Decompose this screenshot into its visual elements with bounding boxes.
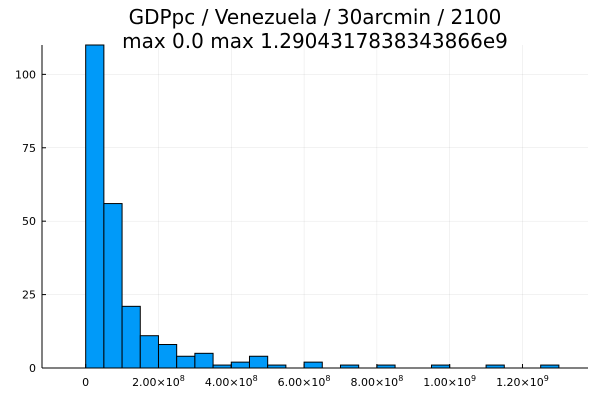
y-axis-ticks: 0 25 50 75 100 [15, 68, 46, 375]
x-tick-exponent: 9 [544, 374, 549, 383]
x-tick-exponent: 8 [180, 374, 185, 383]
y-tick-label: 25 [22, 289, 36, 302]
x-tick-exponent: 8 [325, 374, 330, 383]
x-tick-label: 1.20×109 [496, 374, 549, 389]
histogram-bar [248, 355, 269, 369]
histogram-bar [157, 344, 178, 369]
histogram-bar [103, 203, 123, 369]
axes [41, 45, 588, 369]
histogram-bar [194, 352, 214, 369]
bars [85, 44, 560, 369]
histogram-bar [230, 361, 250, 369]
chart-title-line-1: GDPpc / Venezuela / 30arcmin / 2100 [129, 5, 502, 29]
y-tick-label: 75 [22, 142, 36, 155]
x-tick-label: 4.00×108 [205, 374, 258, 389]
histogram-bar [121, 305, 141, 369]
chart-title-line-2: max 0.0 max 1.2904317838343866e9 [122, 29, 508, 53]
histogram-bar [85, 44, 105, 369]
y-tick-label: 50 [22, 215, 36, 228]
x-tick-exponent: 8 [253, 374, 258, 383]
histogram-bar [176, 355, 196, 369]
x-tick-exponent: 8 [398, 374, 403, 383]
x-tick-label: 2.00×108 [132, 374, 185, 389]
x-tick-label: 0 [82, 376, 89, 389]
x-tick-label: 8.00×108 [350, 374, 403, 389]
x-tick-exponent: 9 [471, 374, 476, 383]
y-tick-label: 0 [29, 362, 36, 375]
histogram-bar [303, 361, 323, 369]
x-tick-label: 1.00×109 [423, 374, 476, 389]
y-tick-label: 100 [15, 68, 36, 81]
x-axis-ticks: 0 2.00×108 4.00×108 6.00×108 8.00×108 1.00×10… [82, 364, 549, 389]
x-tick-label: 6.00×108 [278, 374, 331, 389]
histogram-bar [139, 335, 159, 369]
